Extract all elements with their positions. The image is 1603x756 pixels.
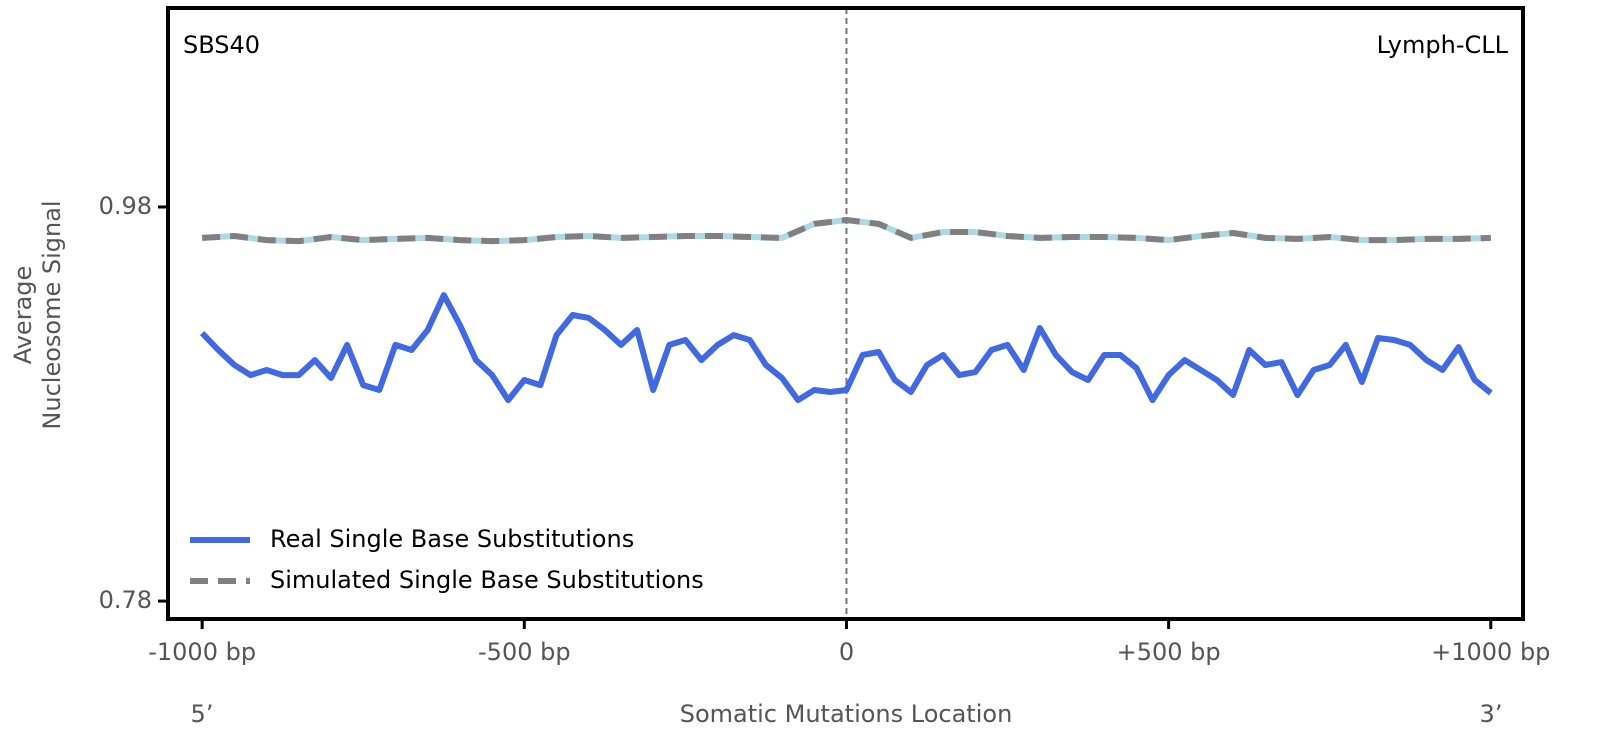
series-line — [201, 217, 1491, 245]
x-tick-label: 0 — [839, 638, 854, 666]
signature-label: SBS40 — [183, 31, 260, 59]
plot-frame — [166, 6, 1525, 621]
legend-label: Simulated Single Base Substitutions — [270, 566, 704, 594]
tissue-label: Lymph-CLL — [1377, 31, 1509, 59]
y-axis-label: Nucleosome Signal — [38, 200, 66, 429]
x-tick-label: +500 bp — [1117, 638, 1221, 666]
three-prime-label: 3’ — [1480, 700, 1503, 728]
y-tick-label: 0.78 — [99, 586, 152, 614]
y-tick-label: 0.98 — [99, 192, 152, 220]
x-tick-label: +1000 bp — [1431, 638, 1550, 666]
y-axis-label: Average — [9, 266, 37, 365]
series-line — [199, 292, 1493, 404]
x-axis-label: Somatic Mutations Location — [680, 700, 1013, 728]
five-prime-label: 5’ — [191, 700, 214, 728]
x-tick-label: -500 bp — [478, 638, 571, 666]
x-tick-label: -1000 bp — [148, 638, 256, 666]
legend-label: Real Single Base Substitutions — [270, 525, 634, 553]
